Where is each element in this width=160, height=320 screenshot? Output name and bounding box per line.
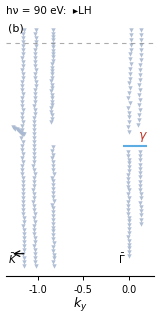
Text: $\gamma$: $\gamma$ xyxy=(138,130,148,144)
Text: hν = 90 eV:  ▸LH: hν = 90 eV: ▸LH xyxy=(6,5,91,16)
Text: $\bar{K}$: $\bar{K}$ xyxy=(8,252,17,266)
Text: (b): (b) xyxy=(8,24,24,34)
Text: $\bar{\Gamma}$: $\bar{\Gamma}$ xyxy=(118,252,125,266)
X-axis label: $k_y$: $k_y$ xyxy=(73,296,87,315)
